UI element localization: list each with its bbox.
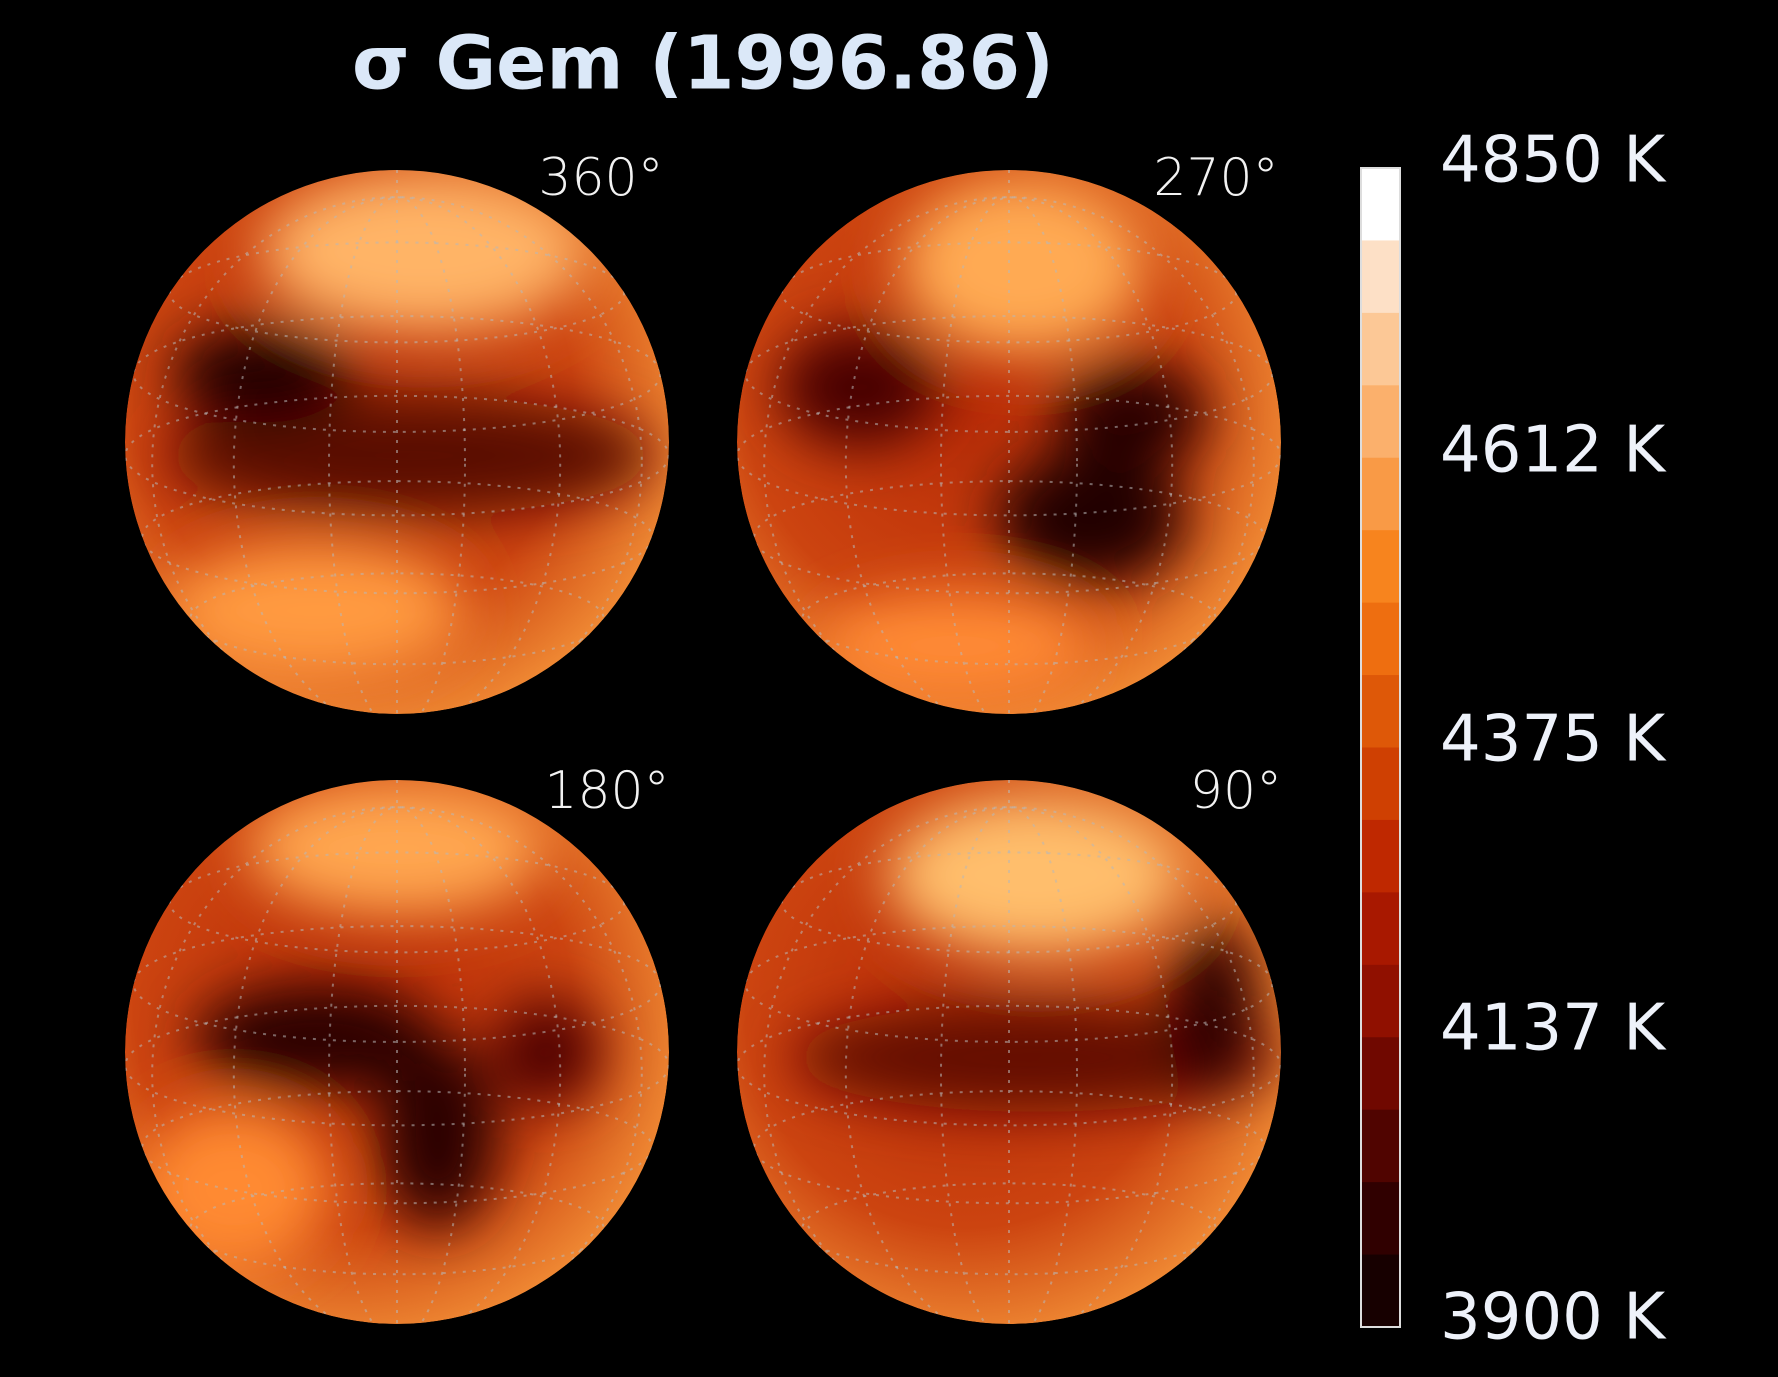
colorbar-band	[1361, 819, 1400, 893]
colorbar	[1360, 167, 1401, 1328]
colorbar-band	[1361, 1254, 1400, 1328]
colorbar-band	[1361, 530, 1400, 604]
meridian	[940, 196, 1078, 714]
surface	[125, 170, 669, 714]
spot	[165, 542, 465, 679]
colorbar-band	[1361, 1037, 1400, 1111]
spot	[261, 170, 588, 334]
latitude	[744, 315, 1274, 433]
panel-label: 270°	[1153, 148, 1278, 208]
spot	[1055, 360, 1208, 470]
star-map	[737, 780, 1281, 1324]
latitude	[189, 1182, 605, 1276]
latitude	[753, 1090, 1265, 1205]
spots	[165, 170, 656, 679]
spot	[886, 793, 1186, 957]
colorbar-band	[1361, 240, 1400, 314]
spot	[818, 591, 1091, 701]
colorbar-label: 4137 K	[1440, 992, 1667, 1066]
latitude	[125, 1004, 669, 1127]
colorbar-label: 3900 K	[1440, 1281, 1667, 1355]
spots	[791, 793, 1281, 1112]
spot	[900, 175, 1145, 355]
meridian	[763, 196, 1255, 714]
colorbar-band	[1361, 168, 1400, 241]
colorbar-band	[1361, 747, 1400, 821]
latitude	[141, 1090, 653, 1205]
spot	[995, 450, 1186, 587]
latitude	[132, 925, 662, 1043]
star-map	[125, 780, 669, 1324]
meridian	[940, 806, 1078, 1324]
spot	[791, 1003, 1281, 1112]
surface	[125, 780, 669, 1324]
panel-label: 180°	[544, 761, 669, 821]
meridian	[844, 196, 1174, 714]
spot	[777, 327, 942, 448]
colorbar-band	[1361, 1109, 1400, 1183]
latitude	[141, 480, 653, 595]
spot	[377, 1038, 498, 1229]
colorbar-band	[1361, 385, 1400, 459]
colorbar-band	[1361, 1182, 1400, 1256]
latitude	[737, 1004, 1281, 1127]
spot	[1169, 921, 1257, 1101]
colorbar-band	[1361, 964, 1400, 1038]
surface	[737, 780, 1281, 1324]
panel-label: 360°	[538, 148, 663, 208]
title: σ Gem (1996.86)	[352, 21, 1054, 107]
spots	[777, 175, 1208, 701]
spot	[492, 997, 601, 1107]
panel-label: 90°	[1190, 761, 1282, 821]
colorbar-band	[1361, 457, 1400, 531]
surface	[737, 170, 1281, 714]
meridian	[763, 806, 1255, 1324]
latitude	[744, 925, 1274, 1043]
colorbar-label: 4850 K	[1440, 124, 1667, 198]
colorbar-band	[1361, 892, 1400, 966]
meridian	[151, 196, 643, 714]
meridian	[151, 806, 643, 1324]
colorbar-frame	[1360, 167, 1401, 1328]
latitude	[125, 394, 669, 517]
spot	[171, 325, 351, 423]
latitude	[737, 394, 1281, 517]
meridian	[844, 806, 1174, 1324]
colorbar-label: 4612 K	[1440, 414, 1667, 488]
colorbar-band	[1361, 312, 1400, 386]
latitude	[132, 315, 662, 433]
meridian	[232, 196, 562, 714]
latitude	[189, 572, 605, 666]
meridian	[328, 196, 466, 714]
star-map	[125, 170, 669, 714]
spot	[247, 780, 547, 916]
colorbar-band	[1361, 602, 1400, 676]
colorbar-band	[1361, 675, 1400, 748]
colorbar-label: 4375 K	[1440, 703, 1667, 777]
star-map	[737, 170, 1281, 714]
meridian	[232, 806, 562, 1324]
meridian	[328, 806, 466, 1324]
latitude	[753, 480, 1265, 595]
